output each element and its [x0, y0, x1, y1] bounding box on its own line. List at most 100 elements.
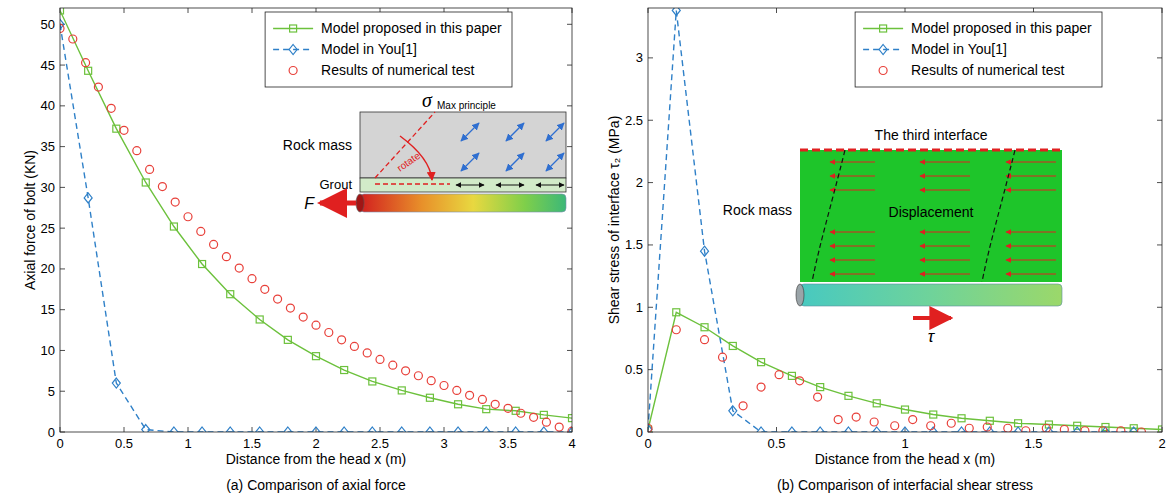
legend-marker [880, 25, 887, 32]
y-tick [567, 24, 572, 25]
data-point [870, 418, 878, 426]
grout-arrow [536, 185, 564, 186]
data-point [873, 400, 880, 407]
data-point [1081, 427, 1089, 432]
x-tick [188, 427, 189, 432]
legend: Model proposed in this paperModel in You… [265, 12, 512, 87]
data-point [313, 353, 320, 360]
y-tick-label: 35 [41, 139, 55, 154]
data-point [198, 427, 206, 432]
data-point [171, 198, 179, 206]
data-point [60, 8, 64, 14]
data-point [817, 384, 824, 391]
annotation: F [304, 195, 315, 212]
data-point [1099, 427, 1107, 432]
data-point [504, 404, 512, 412]
stress-arrow [461, 153, 479, 171]
data-point [648, 425, 652, 432]
legend-marker [289, 67, 297, 75]
data-point [1004, 424, 1012, 432]
data-point [146, 165, 154, 173]
data-point [902, 406, 909, 413]
displacement-arrow [830, 190, 875, 191]
data-point [873, 427, 881, 432]
data-point [284, 427, 292, 432]
data-point [312, 321, 320, 329]
x-axis-title: Distance from the head x (m) [815, 451, 996, 467]
x-tick [508, 427, 509, 432]
y-tick [567, 268, 572, 269]
data-point [478, 395, 486, 403]
data-point [426, 394, 433, 401]
y-tick [567, 350, 572, 351]
plot-background [648, 8, 1162, 432]
series [60, 8, 572, 422]
data-point [757, 383, 765, 391]
series [648, 326, 1145, 432]
legend-marker [289, 45, 297, 55]
data-point [274, 295, 282, 303]
legend-label: Model in You[1] [321, 41, 417, 57]
data-point [284, 336, 291, 343]
displacement-arrow [1006, 246, 1056, 247]
data-point [1137, 428, 1145, 432]
displacement-arrow [920, 274, 970, 275]
legend-marker [879, 45, 887, 55]
data-point [542, 418, 550, 426]
y-tick-label: 3 [636, 50, 643, 65]
bolt [360, 194, 566, 212]
displacement-arrow [1006, 232, 1056, 233]
data-point [930, 411, 937, 418]
y-tick [567, 65, 572, 66]
x-tick [444, 427, 445, 432]
y-tick [567, 187, 572, 188]
data-point [796, 377, 804, 385]
y-tick [567, 105, 572, 106]
x-tick [252, 8, 253, 13]
y-tick-label: 25 [41, 221, 55, 236]
y-tick [60, 65, 65, 66]
data-point [673, 309, 680, 316]
y-tick [60, 350, 65, 351]
data-point [530, 413, 538, 421]
data-point [368, 427, 376, 432]
legend-line [863, 28, 903, 29]
data-point [958, 415, 965, 422]
data-point [739, 402, 747, 410]
data-point [210, 240, 218, 248]
data-point [235, 264, 243, 272]
data-point [757, 427, 765, 432]
data-point [184, 213, 192, 221]
displacement-arrow [920, 260, 970, 261]
data-point [107, 104, 115, 112]
data-point [901, 427, 909, 432]
data-point [398, 427, 406, 432]
shear-arrow [913, 316, 951, 320]
legend-line [863, 49, 903, 50]
x-tick-label: 0 [644, 436, 651, 451]
data-point [729, 342, 736, 349]
principal-direction [375, 112, 435, 178]
data-point [453, 386, 461, 394]
y-tick [60, 105, 65, 106]
third-interface [800, 149, 1062, 152]
x-tick [124, 8, 125, 13]
y-tick [60, 146, 65, 147]
caption: (b) Comparison of interfacial shear stre… [777, 477, 1033, 493]
data-point [758, 359, 765, 366]
data-point [170, 427, 178, 432]
data-point [540, 427, 548, 432]
pull-arrow [320, 201, 356, 206]
x-tick-label: 1 [901, 436, 908, 451]
legend-marker [879, 67, 887, 75]
data-point [1042, 424, 1050, 432]
bolt-head [796, 284, 804, 306]
data-point [672, 8, 680, 15]
displacement-arrow [830, 274, 875, 275]
data-point [555, 423, 563, 431]
data-point [1073, 427, 1081, 432]
y-tick-label: 0.5 [625, 362, 643, 377]
x-tick [124, 427, 125, 432]
series [648, 8, 1138, 432]
annotation: The third interface [875, 127, 988, 143]
